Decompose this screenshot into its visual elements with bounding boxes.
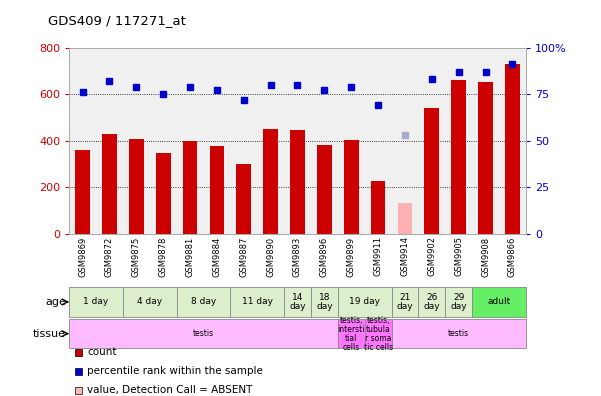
- Bar: [398, 204, 412, 234]
- Bar: [236, 164, 251, 234]
- Bar: [102, 133, 117, 234]
- Text: value, Detection Call = ABSENT: value, Detection Call = ABSENT: [87, 385, 252, 396]
- Bar: [69, 287, 123, 317]
- Text: testis,
tubula
r soma
tic cells: testis, tubula r soma tic cells: [364, 316, 392, 352]
- Text: 8 day: 8 day: [191, 297, 216, 307]
- Text: tissue: tissue: [33, 329, 66, 339]
- Bar: [230, 287, 284, 317]
- Bar: [311, 287, 338, 317]
- Bar: [338, 287, 391, 317]
- Bar: [338, 319, 365, 348]
- Bar: [317, 145, 332, 234]
- Text: testis,
intersti
tial
cells: testis, intersti tial cells: [338, 316, 365, 352]
- Bar: [123, 287, 177, 317]
- Text: count: count: [87, 347, 117, 358]
- Text: 11 day: 11 day: [242, 297, 273, 307]
- Bar: [391, 319, 526, 348]
- Text: GDS409 / 117271_at: GDS409 / 117271_at: [48, 14, 186, 27]
- Bar: [472, 287, 526, 317]
- Text: 1 day: 1 day: [84, 297, 109, 307]
- Bar: [290, 129, 305, 234]
- Text: percentile rank within the sample: percentile rank within the sample: [87, 366, 263, 377]
- Bar: [505, 64, 520, 234]
- Bar: [69, 319, 338, 348]
- Text: age: age: [45, 297, 66, 307]
- Bar: [210, 147, 224, 234]
- Text: 21
day: 21 day: [397, 293, 413, 311]
- Text: 26
day: 26 day: [424, 293, 440, 311]
- Text: 4 day: 4 day: [137, 297, 162, 307]
- Bar: [391, 287, 418, 317]
- Text: 19 day: 19 day: [349, 297, 380, 307]
- Bar: [156, 153, 171, 234]
- Bar: [284, 287, 311, 317]
- Bar: [424, 108, 439, 234]
- Text: 18
day: 18 day: [316, 293, 333, 311]
- Bar: [445, 287, 472, 317]
- Bar: [478, 82, 493, 234]
- Text: testis: testis: [193, 329, 214, 338]
- Text: testis: testis: [448, 329, 469, 338]
- Text: adult: adult: [487, 297, 511, 307]
- Bar: [451, 80, 466, 234]
- Bar: [129, 139, 144, 234]
- Bar: [183, 141, 197, 234]
- Text: 29
day: 29 day: [450, 293, 467, 311]
- Bar: [263, 129, 278, 234]
- Bar: [75, 150, 90, 234]
- Bar: [365, 319, 391, 348]
- Bar: [344, 140, 359, 234]
- Text: 14
day: 14 day: [289, 293, 306, 311]
- Bar: [418, 287, 445, 317]
- Bar: [371, 181, 385, 234]
- Bar: [177, 287, 230, 317]
